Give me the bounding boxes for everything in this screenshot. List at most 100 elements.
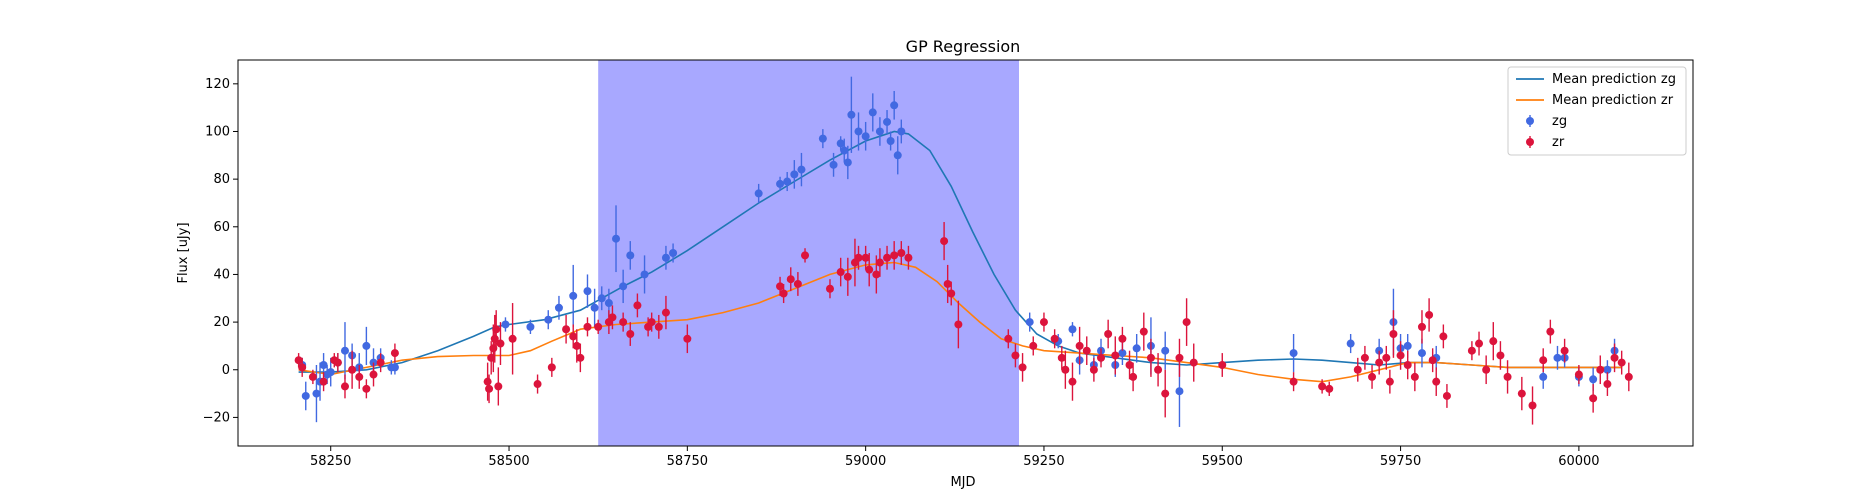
data-point-zr-46: [836, 268, 845, 277]
data-point-zg-20: [569, 291, 578, 300]
data-point-zg-4: [319, 360, 328, 369]
data-point-zg-32: [776, 179, 785, 188]
data-point-zg-18: [544, 315, 553, 324]
data-point-zr-41: [779, 289, 788, 298]
data-point-zg-29: [661, 253, 670, 262]
data-point-zr-78: [1125, 360, 1134, 369]
data-point-zg-40: [843, 158, 852, 167]
data-point-zr-120: [1596, 365, 1605, 374]
data-point-zr-29: [594, 322, 603, 331]
data-point-zr-92: [1360, 353, 1369, 362]
data-point-zr-109: [1482, 365, 1491, 374]
data-point-zg-46: [883, 117, 892, 126]
data-point-zg-16: [501, 320, 510, 329]
data-point-zg-19: [554, 303, 563, 312]
data-point-zr-36: [647, 318, 656, 327]
data-point-zr-87: [1218, 360, 1227, 369]
data-point-zr-103: [1428, 356, 1437, 365]
data-point-zr-20: [496, 339, 505, 348]
data-point-zr-0: [294, 356, 303, 365]
data-point-zr-119: [1589, 394, 1598, 403]
data-point-zg-1: [301, 391, 310, 400]
data-point-zr-7: [348, 365, 357, 374]
data-point-zr-24: [562, 325, 571, 334]
data-point-zr-108: [1475, 339, 1484, 348]
data-point-zg-50: [897, 127, 906, 136]
data-point-zr-100: [1410, 372, 1419, 381]
data-point-zg-59: [1132, 344, 1141, 353]
data-point-zr-57: [904, 253, 913, 262]
x-tick-label-5: 59500: [1202, 454, 1243, 469]
data-point-zr-116: [1546, 327, 1555, 336]
data-point-zr-40: [776, 282, 785, 291]
data-point-zr-62: [1004, 334, 1013, 343]
data-point-zr-10: [369, 370, 378, 379]
x-tick-label-7: 60000: [1558, 454, 1599, 469]
data-point-zr-77: [1118, 334, 1127, 343]
x-tick-label-6: 59750: [1380, 454, 1421, 469]
plot-frame: [237, 59, 1694, 447]
data-point-zg-25: [612, 234, 621, 243]
data-point-zr-101: [1417, 322, 1426, 331]
data-point-zr-122: [1610, 353, 1619, 362]
y-tick-label-2: 20: [213, 315, 230, 330]
data-point-zg-22: [590, 303, 599, 312]
data-point-zg-71: [1539, 372, 1548, 381]
data-point-zr-76: [1111, 351, 1120, 360]
data-point-zr-3: [319, 377, 328, 386]
data-point-zr-113: [1517, 389, 1526, 398]
data-point-zr-60: [947, 289, 956, 298]
data-point-zr-66: [1039, 318, 1048, 327]
data-point-zr-73: [1089, 365, 1098, 374]
data-point-zr-83: [1161, 389, 1170, 398]
data-point-zg-27: [626, 251, 635, 260]
data-point-zg-43: [861, 132, 870, 141]
plot-area: 58250 58500 58750 59000 59250 59500 59750 60000…: [203, 59, 1694, 469]
data-point-zr-28: [583, 322, 592, 331]
data-point-zr-82: [1154, 365, 1163, 374]
data-point-zr-9: [362, 384, 371, 393]
y-tick-label-1: 0: [222, 363, 230, 378]
data-point-zg-2: [312, 389, 321, 398]
data-point-zr-12: [390, 349, 399, 358]
legend-label-zr: zr: [1552, 135, 1565, 150]
x-axis-label: MJD: [950, 475, 975, 490]
data-point-zg-35: [797, 165, 806, 174]
data-point-zg-53: [1068, 325, 1077, 334]
x-tick-label-3: 59000: [845, 454, 886, 469]
data-point-zr-44: [801, 251, 810, 260]
data-point-zr-50: [861, 253, 870, 262]
data-point-zr-102: [1425, 310, 1434, 319]
data-point-zg-63: [1289, 349, 1298, 358]
data-point-zr-97: [1389, 330, 1398, 339]
data-point-zr-93: [1368, 372, 1377, 381]
data-point-zr-1: [298, 363, 307, 372]
data-point-zg-33: [783, 177, 792, 186]
data-point-zg-21: [583, 287, 592, 296]
legend-box: [1507, 66, 1687, 156]
data-point-zr-21: [508, 334, 517, 343]
legend-swatch-zr: [1526, 138, 1534, 146]
series-line-mean-prediction-zg: [298, 130, 1622, 373]
data-point-zr-53: [875, 258, 884, 267]
data-point-zr-37: [654, 322, 663, 331]
data-point-zr-55: [890, 251, 899, 260]
data-point-zr-65: [1029, 341, 1038, 350]
data-point-zg-47: [886, 137, 895, 146]
data-point-zr-6: [340, 382, 349, 391]
data-point-zg-11: [362, 341, 371, 350]
data-point-zr-58: [940, 237, 949, 246]
y-tick-label-6: 100: [205, 124, 230, 139]
data-point-zg-24: [604, 299, 613, 308]
legend-label-mean-prediction-zg: Mean prediction zg: [1552, 72, 1676, 87]
data-point-zr-104: [1432, 377, 1441, 386]
data-point-zg-76: [1603, 365, 1612, 374]
data-point-zg-42: [854, 127, 863, 136]
data-point-zr-42: [786, 275, 795, 284]
data-point-zg-39: [840, 146, 849, 155]
data-point-zr-51: [865, 265, 874, 274]
data-point-zr-67: [1050, 334, 1059, 343]
data-point-zg-48: [890, 101, 899, 110]
data-point-zg-26: [619, 282, 628, 291]
data-point-zg-23: [597, 294, 606, 303]
